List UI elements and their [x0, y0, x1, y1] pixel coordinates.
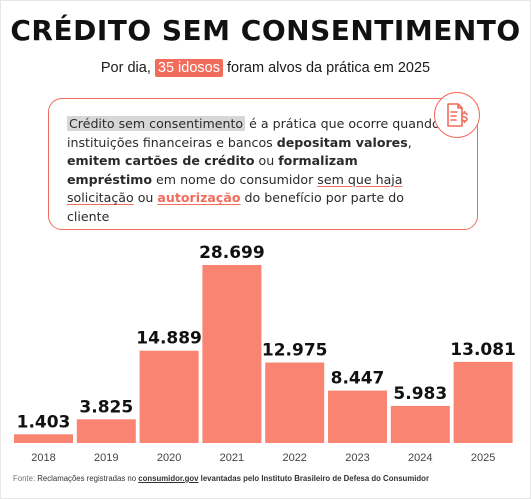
definition-part: em nome do consumidor — [152, 171, 318, 187]
subtitle-highlight: 35 idosos — [154, 59, 223, 77]
bar-2025 — [453, 361, 513, 443]
footer-label: Fonte: — [13, 474, 36, 483]
definition-text: Crédito sem consentimento é a prática qu… — [67, 115, 447, 227]
bar-2018 — [14, 434, 73, 443]
definition-underline: sem que haja solicitação — [67, 171, 403, 206]
footer-text: Reclamações registradas no — [35, 474, 139, 483]
bar-2019 — [76, 419, 136, 443]
definition-part: é a prática que ocorre quando instituiçõ… — [67, 116, 440, 150]
definition-part: do benefício por parte do cliente — [67, 190, 404, 224]
definition-part: ou — [133, 190, 158, 206]
footer-text-bold: levantadas pelo Instituto Brasileiro de … — [198, 474, 429, 483]
x-tick-2025: 2025 — [471, 452, 495, 464]
definition-bold-loan: formalizam empréstimo — [67, 153, 358, 187]
subtitle-post: foram alvos da prática em 2025 — [227, 60, 431, 76]
definition-part: , — [407, 134, 412, 150]
bar-2022 — [265, 362, 325, 443]
x-tick-2022: 2022 — [282, 452, 306, 464]
x-tick-2024: 2024 — [408, 452, 432, 464]
x-tick-2021: 2021 — [220, 452, 244, 464]
value-label-2025: 13.081 — [450, 340, 516, 360]
definition-bold-deposit: depositam valores — [276, 134, 408, 150]
value-label-2021: 28.699 — [199, 243, 265, 263]
definition-card: Crédito sem consentimento é a prática qu… — [48, 98, 478, 230]
bar-2021 — [202, 265, 262, 443]
x-tick-2018: 2018 — [31, 452, 55, 464]
page-title: CRÉDITO SEM CONSENTIMENTO — [10, 14, 521, 47]
definition-bold-cards: emitem cartões de crédito — [67, 153, 255, 169]
value-label-2024: 5.983 — [393, 384, 447, 404]
subtitle: Por dia, 35 idosos foram alvos da prátic… — [0, 59, 531, 77]
value-label-2018: 1.403 — [17, 412, 71, 432]
document-money-icon — [434, 92, 480, 138]
bar-2024 — [390, 405, 450, 443]
x-tick-2023: 2023 — [345, 452, 369, 464]
x-tick-2019: 2019 — [94, 452, 118, 464]
value-label-2023: 8.447 — [331, 369, 385, 389]
value-label-2022: 12.975 — [262, 341, 328, 361]
subtitle-pre: Por dia, — [100, 60, 151, 76]
bar-2020 — [139, 350, 199, 443]
value-label-2020: 14.889 — [136, 329, 202, 349]
source-footer: Fonte: Reclamações registradas no consum… — [13, 474, 429, 483]
x-tick-2020: 2020 — [157, 452, 181, 464]
term-highlight: Crédito sem consentimento — [67, 116, 246, 131]
value-label-2019: 3.825 — [79, 397, 133, 417]
definition-part: ou — [254, 153, 279, 169]
bar-2023 — [328, 390, 387, 443]
definition-red-authorization: autorização — [157, 190, 241, 206]
footer-link[interactable]: consumidor.gov — [138, 474, 199, 483]
